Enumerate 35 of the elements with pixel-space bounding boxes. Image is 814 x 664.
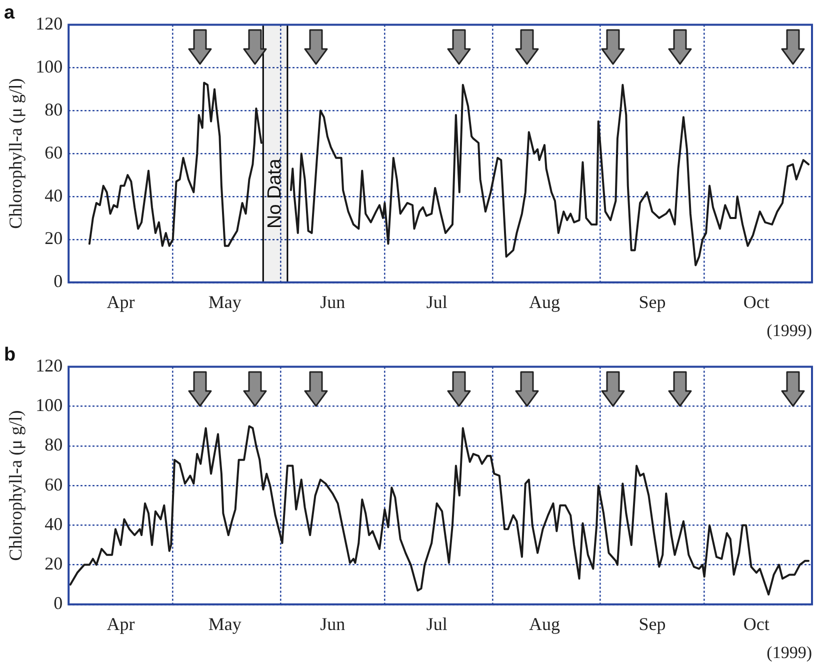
x-tick-label: May [208, 292, 242, 312]
y-tick-label: 20 [44, 554, 63, 574]
y-tick-label: 120 [36, 14, 63, 34]
x-tick-label: Jul [426, 614, 448, 634]
x-tick-label: May [208, 614, 242, 634]
y-tick-label: 40 [44, 185, 63, 206]
y-tick-label: 100 [36, 56, 63, 76]
chart-title: a [4, 2, 15, 24]
x-tick-label: Sep [638, 292, 666, 312]
band-label: No Data [264, 158, 286, 228]
y-tick-label: 20 [44, 228, 63, 248]
x-tick-label: Jun [320, 614, 346, 634]
y-tick-label: 0 [54, 593, 63, 614]
y-tick-label: 40 [44, 514, 63, 534]
y-tick-label: 60 [44, 142, 63, 162]
x-tick-label: Apr [106, 292, 135, 312]
y-tick-label: 80 [44, 434, 63, 455]
y-tick-label: 120 [36, 356, 63, 376]
x-tick-label: Aug [529, 292, 560, 312]
y-axis-title: Chlorophyll-a (μ g/l) [6, 78, 26, 229]
x-tick-label: Oct [743, 292, 770, 312]
x-tick-label: Jun [320, 292, 346, 312]
y-tick-label: 80 [44, 99, 63, 120]
text: (1999) [766, 642, 812, 662]
x-tick-label: Oct [743, 614, 770, 634]
x-tick-label: Jul [426, 292, 448, 312]
x-tick-label: Apr [106, 614, 135, 634]
x-tick-label: Aug [529, 614, 560, 634]
text: (1999) [766, 320, 812, 340]
y-tick-label: 0 [54, 271, 63, 292]
y-tick-label: 60 [44, 474, 63, 494]
y-tick-label: 100 [36, 395, 63, 416]
y-axis-title: Chlorophyll-a (μ g/l) [6, 410, 26, 561]
chart-title: b [4, 344, 16, 366]
x-tick-label: Sep [638, 614, 666, 634]
